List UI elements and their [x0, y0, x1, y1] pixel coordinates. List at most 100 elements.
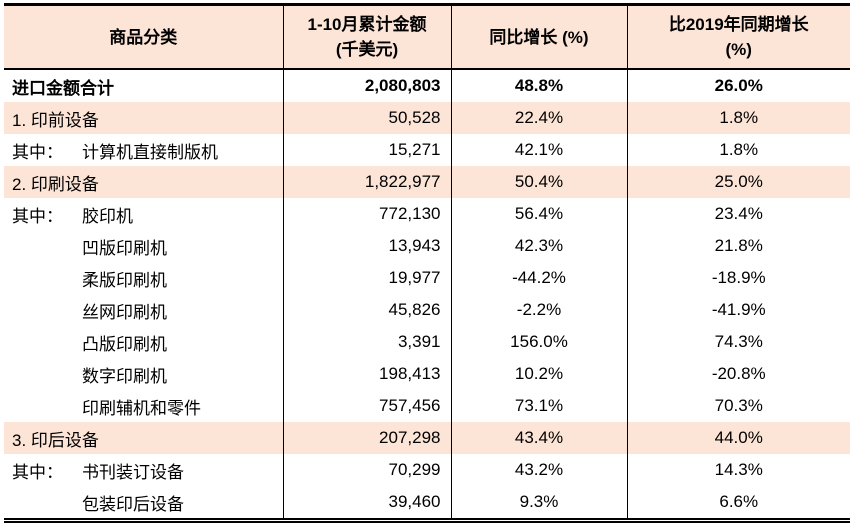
cell-vs2019: 44.0% — [627, 422, 850, 454]
cell-name: 其中： 书刊装订设备 — [4, 454, 284, 486]
cell-name: 2. 印刷设备 — [4, 166, 284, 198]
cell-name: 数字印刷机 — [4, 358, 284, 390]
table-row-category: 2. 印刷设备 1,822,977 50.4% 25.0% — [4, 166, 850, 198]
header-cell-amount: 1-10月累计金额 (千美元) — [283, 4, 452, 70]
cell-vs2019: 25.0% — [627, 166, 850, 198]
cell-yoy: 48.8% — [451, 69, 628, 102]
cell-amount: 45,826 — [283, 294, 452, 326]
cell-amount: 198,413 — [283, 358, 452, 390]
row-name: 柔版印刷机 — [82, 270, 167, 290]
cell-name: 印刷辅机和零件 — [4, 390, 284, 422]
cell-name: 进口金额合计 — [4, 69, 284, 102]
table-row: 丝网印刷机 45,826 -2.2% -41.9% — [4, 294, 850, 326]
cell-name: 包装印后设备 — [4, 486, 284, 521]
cell-amount: 39,460 — [283, 486, 452, 521]
cell-name: 1. 印前设备 — [4, 102, 284, 134]
table-row: 其中： 书刊装订设备 70,299 43.2% 14.3% — [4, 454, 850, 486]
table-row-category: 1. 印前设备 50,528 22.4% 1.8% — [4, 102, 850, 134]
row-name: 3. 印后设备 — [12, 430, 99, 450]
cell-amount: 13,943 — [283, 230, 452, 262]
row-name: 数字印刷机 — [82, 366, 167, 386]
cell-name: 丝网印刷机 — [4, 294, 284, 326]
header-vs2019-line1: 比2019年同期增长 — [668, 15, 809, 34]
table-row-category: 3. 印后设备 207,298 43.4% 44.0% — [4, 422, 850, 454]
row-name: 1. 印前设备 — [12, 110, 99, 130]
cell-yoy: 42.3% — [451, 230, 628, 262]
cell-amount: 19,977 — [283, 262, 452, 294]
table-row: 凸版印刷机 3,391 156.0% 74.3% — [4, 326, 850, 358]
table-row: 其中： 胶印机 772,130 56.4% 23.4% — [4, 198, 850, 230]
row-prefix: 其中： — [12, 206, 63, 226]
row-name: 进口金额合计 — [12, 78, 114, 98]
table-row: 柔版印刷机 19,977 -44.2% -18.9% — [4, 262, 850, 294]
cell-name: 其中： 计算机直接制版机 — [4, 134, 284, 166]
cell-amount: 207,298 — [283, 422, 452, 454]
cell-vs2019: 1.8% — [627, 102, 850, 134]
cell-name: 凸版印刷机 — [4, 326, 284, 358]
header-category-label: 商品分类 — [109, 27, 178, 47]
cell-yoy: 50.4% — [451, 166, 628, 198]
cell-yoy: 56.4% — [451, 198, 628, 230]
cell-amount: 2,080,803 — [283, 69, 452, 102]
cell-yoy: -2.2% — [451, 294, 628, 326]
cell-yoy: 43.2% — [451, 454, 628, 486]
cell-vs2019: 23.4% — [714, 204, 763, 223]
row-name: 凹版印刷机 — [82, 238, 167, 258]
table-row: 包装印后设备 39,460 9.3% 6.6% — [4, 486, 850, 521]
cell-yoy: -44.2% — [451, 262, 628, 294]
table-row-total: 进口金额合计 2,080,803 48.8% 26.0% — [4, 69, 850, 102]
cell-name: 其中： 胶印机 — [4, 198, 284, 230]
cell-yoy: 156.0% — [451, 326, 628, 358]
header-amount-line1: 1-10月累计金额 — [307, 15, 427, 34]
cell-yoy: 43.4% — [451, 422, 628, 454]
header-vs2019-line2: (%) — [725, 40, 752, 59]
cell-amount: 1,822,977 — [283, 166, 452, 198]
table-row: 印刷辅机和零件 757,456 73.1% 70.3% — [4, 390, 850, 422]
row-name: 凸版印刷机 — [82, 334, 167, 354]
cell-amount: 70,299 — [283, 454, 452, 486]
row-name: 书刊装订设备 — [82, 462, 184, 482]
cell-yoy: 73.1% — [451, 390, 628, 422]
cell-vs2019: 74.3% — [714, 332, 763, 351]
header-cell-vs2019: 比2019年同期增长 (%) — [627, 4, 850, 70]
cell-amount: 15,271 — [283, 134, 452, 166]
cell-vs2019: 14.3% — [714, 460, 763, 479]
cell-vs2019: -20.8% — [711, 364, 766, 383]
cell-vs2019: 21.8% — [714, 236, 763, 255]
row-prefix: 其中： — [12, 142, 63, 162]
cell-name: 柔版印刷机 — [4, 262, 284, 294]
cell-vs2019: 6.6% — [719, 492, 759, 511]
row-prefix: 其中： — [12, 462, 63, 482]
row-name: 丝网印刷机 — [82, 302, 167, 322]
row-name: 计算机直接制版机 — [82, 142, 218, 162]
cell-yoy: 9.3% — [451, 486, 628, 521]
table-row: 凹版印刷机 13,943 42.3% 21.8% — [4, 230, 850, 262]
cell-vs2019: 1.8% — [719, 140, 759, 159]
cell-amount: 757,456 — [283, 390, 452, 422]
row-name: 胶印机 — [82, 206, 133, 226]
cell-amount: 3,391 — [283, 326, 452, 358]
row-name: 2. 印刷设备 — [12, 174, 99, 194]
cell-vs2019: 26.0% — [714, 76, 763, 95]
header-cell-yoy: 同比增长 (%) — [451, 4, 628, 70]
cell-name: 3. 印后设备 — [4, 422, 284, 454]
header-yoy-label: 同比增长 (%) — [489, 27, 589, 47]
cell-vs2019: -41.9% — [711, 300, 766, 319]
row-name: 印刷辅机和零件 — [82, 398, 201, 418]
cell-yoy: 42.1% — [451, 134, 628, 166]
header-cell-category: 商品分类 — [4, 4, 284, 70]
cell-yoy: 10.2% — [451, 358, 628, 390]
cell-name: 凹版印刷机 — [4, 230, 284, 262]
import-amount-table: 商品分类 1-10月累计金额 (千美元) 同比增长 (%) 比2019年同期增长… — [4, 3, 850, 523]
table-row: 数字印刷机 198,413 10.2% -20.8% — [4, 358, 850, 390]
cell-amount: 50,528 — [283, 102, 452, 134]
row-name: 包装印后设备 — [82, 494, 184, 514]
cell-vs2019: -18.9% — [711, 268, 766, 287]
cell-amount: 772,130 — [283, 198, 452, 230]
header-row: 商品分类 1-10月累计金额 (千美元) 同比增长 (%) 比2019年同期增长… — [4, 4, 850, 70]
cell-vs2019: 70.3% — [714, 396, 763, 415]
header-amount-line2: (千美元) — [335, 40, 399, 59]
cell-yoy: 22.4% — [451, 102, 628, 134]
table-row: 其中： 计算机直接制版机 15,271 42.1% 1.8% — [4, 134, 850, 166]
